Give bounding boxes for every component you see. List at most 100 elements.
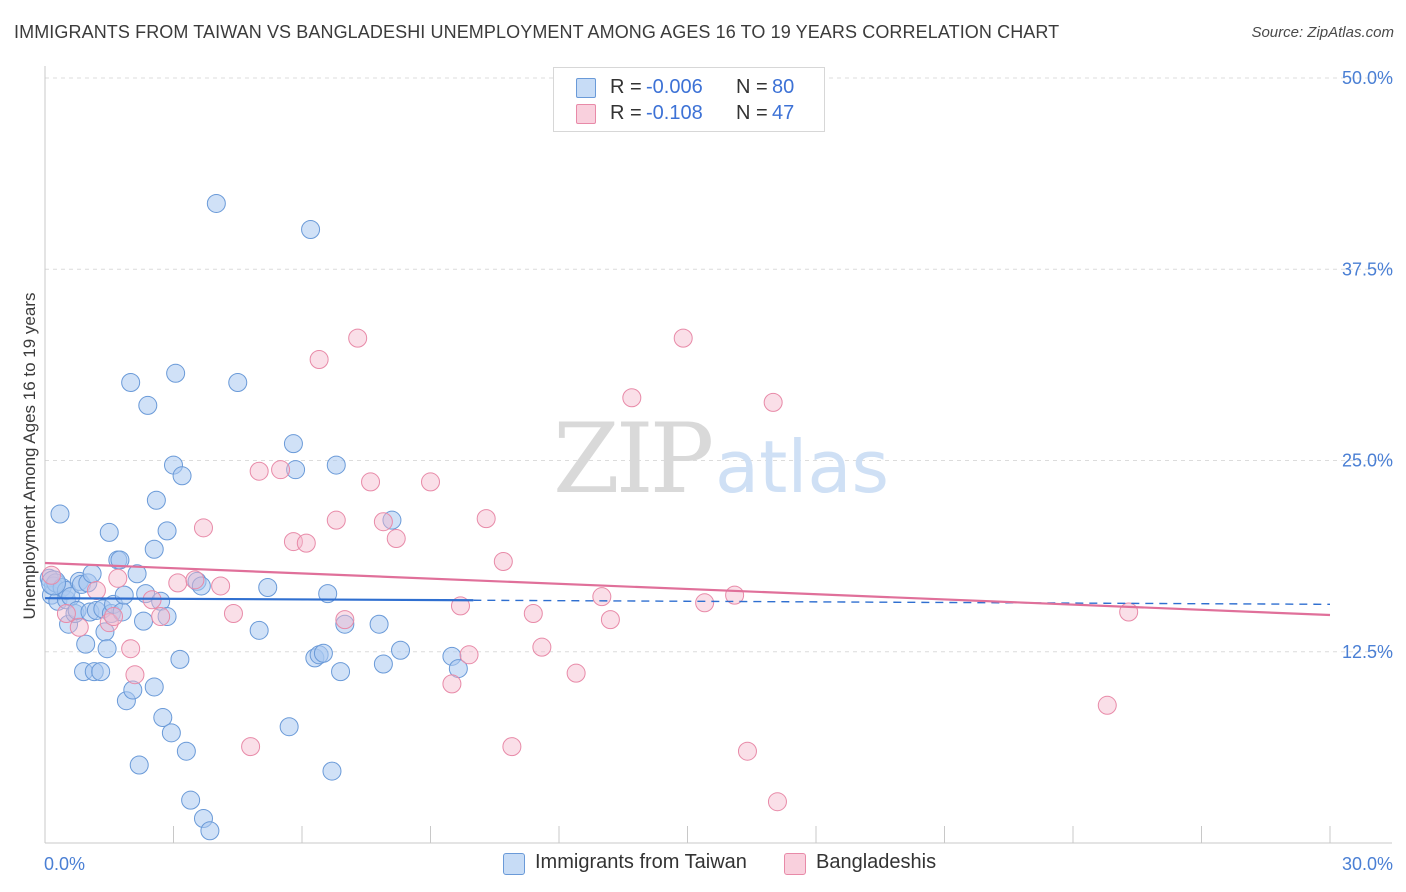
taiwan-trend-line-extension: [473, 599, 1331, 606]
taiwan-point: [161, 723, 181, 743]
legend-r-value: -0.108: [646, 102, 703, 124]
bangladeshis-point: [223, 604, 243, 623]
taiwan-point: [110, 550, 130, 570]
bottom-legend-label-bangladeshis: Bangladeshis: [816, 851, 937, 873]
watermark: ZIP atlas: [553, 403, 889, 515]
bangladeshis-point: [442, 674, 462, 694]
legend-n-value: 80: [772, 76, 795, 98]
taiwan-trend-line: [44, 597, 474, 602]
taiwan-point: [369, 614, 389, 634]
bangladeshis-point: [86, 581, 106, 601]
legend-r-label: R =: [610, 102, 642, 124]
axes: [44, 66, 1392, 844]
watermark-atlas: atlas: [715, 425, 889, 509]
bangladeshis-point: [476, 509, 496, 529]
taiwan-point: [144, 677, 164, 697]
y-tick-label: 25.0%: [1342, 451, 1393, 471]
bangladeshis-point: [151, 607, 171, 627]
taiwan-point: [318, 584, 338, 604]
taiwan-point: [181, 790, 201, 810]
bangladeshis-point: [373, 512, 393, 532]
bangladeshis-point: [108, 568, 128, 588]
taiwan-point: [166, 363, 186, 383]
taiwan-point: [228, 372, 248, 392]
bangladeshis-point: [600, 610, 620, 630]
bangladeshis-point: [763, 392, 783, 412]
bangladeshis-point: [737, 741, 757, 761]
taiwan-point: [82, 564, 102, 584]
bangladeshis-point: [361, 472, 381, 492]
taiwan-point: [129, 755, 149, 775]
bangladeshis-point: [193, 518, 213, 538]
legend-n-label: N =: [736, 76, 768, 98]
bangladeshis-point: [523, 604, 543, 623]
taiwan-point: [206, 193, 226, 213]
taiwan-point: [283, 434, 303, 454]
bangladeshis-point: [335, 610, 355, 630]
bangladeshis-point: [493, 551, 513, 571]
taiwan-point: [286, 460, 306, 480]
bangladeshis-point: [185, 570, 205, 590]
bangladeshis-point: [211, 576, 231, 596]
legend-n-label: N =: [736, 102, 768, 124]
taiwan-point: [326, 455, 346, 475]
taiwan-point: [157, 607, 177, 627]
bangladeshis-point: [56, 604, 76, 623]
chart-title: IMMIGRANTS FROM TAIWAN VS BANGLADESHI UN…: [14, 22, 1060, 42]
bangladeshis-point: [41, 565, 61, 585]
taiwan-point: [176, 741, 196, 761]
taiwan-point: [41, 570, 67, 596]
taiwan-point: [76, 634, 96, 654]
bangladeshis-point: [450, 596, 470, 616]
bangladeshis-point: [592, 587, 612, 607]
taiwan-point: [157, 521, 177, 541]
taiwan-point: [373, 654, 393, 674]
series-bangladeshis-points: [41, 328, 1139, 812]
bangladeshis-point: [1097, 695, 1117, 715]
bangladeshis-point: [767, 792, 787, 812]
taiwan-point: [91, 662, 111, 682]
bangladeshis-point: [386, 529, 406, 549]
taiwan-point: [313, 643, 333, 663]
bangladeshis-point: [532, 637, 552, 657]
bangladeshis-point: [249, 461, 269, 481]
y-tick-label: 12.5%: [1342, 642, 1393, 662]
bangladeshis-point: [326, 510, 346, 530]
bangladeshis-point: [566, 663, 586, 683]
chart-source: Source: ZipAtlas.com: [1251, 24, 1394, 41]
watermark-zip: ZIP: [553, 403, 712, 515]
taiwan-point: [301, 219, 321, 239]
tick-labels: 12.5% 25.0% 37.5% 50.0% 0.0% 30.0%: [44, 68, 1393, 874]
taiwan-point: [144, 539, 164, 559]
legend-r-label: R =: [610, 76, 642, 98]
taiwan-point: [170, 649, 190, 669]
taiwan-point: [200, 821, 220, 841]
taiwan-point: [258, 577, 278, 597]
bangladeshis-point: [104, 607, 124, 627]
bangladeshis-point: [296, 533, 316, 553]
taiwan-point: [391, 640, 411, 660]
taiwan-point: [322, 761, 342, 781]
bangladeshis-point: [69, 617, 89, 637]
gridlines: [45, 77, 1392, 653]
correlation-legend: R = -0.006 N = 80 R = -0.108 N = 47: [553, 67, 825, 132]
taiwan-point: [123, 680, 143, 700]
bangladeshis-point: [421, 472, 440, 492]
bangladeshis-point: [125, 665, 145, 685]
bangladeshis-point: [673, 328, 693, 348]
legend-r-value: -0.006: [646, 76, 703, 98]
taiwan-point: [335, 614, 355, 634]
taiwan-point: [50, 504, 70, 524]
taiwan-point: [99, 522, 119, 542]
y-axis-label: Unemployment Among Ages 16 to 19 years: [20, 293, 39, 620]
taiwan-point: [279, 717, 299, 737]
y-tick-label: 37.5%: [1342, 259, 1393, 279]
bangladeshis-point: [271, 460, 291, 480]
bangladeshis-point: [168, 573, 188, 593]
bangladeshis-point: [121, 639, 141, 659]
taiwan-point: [331, 662, 351, 682]
bangladeshis-point: [622, 388, 642, 408]
bangladeshis-point: [241, 737, 261, 757]
taiwan-point: [138, 395, 158, 415]
